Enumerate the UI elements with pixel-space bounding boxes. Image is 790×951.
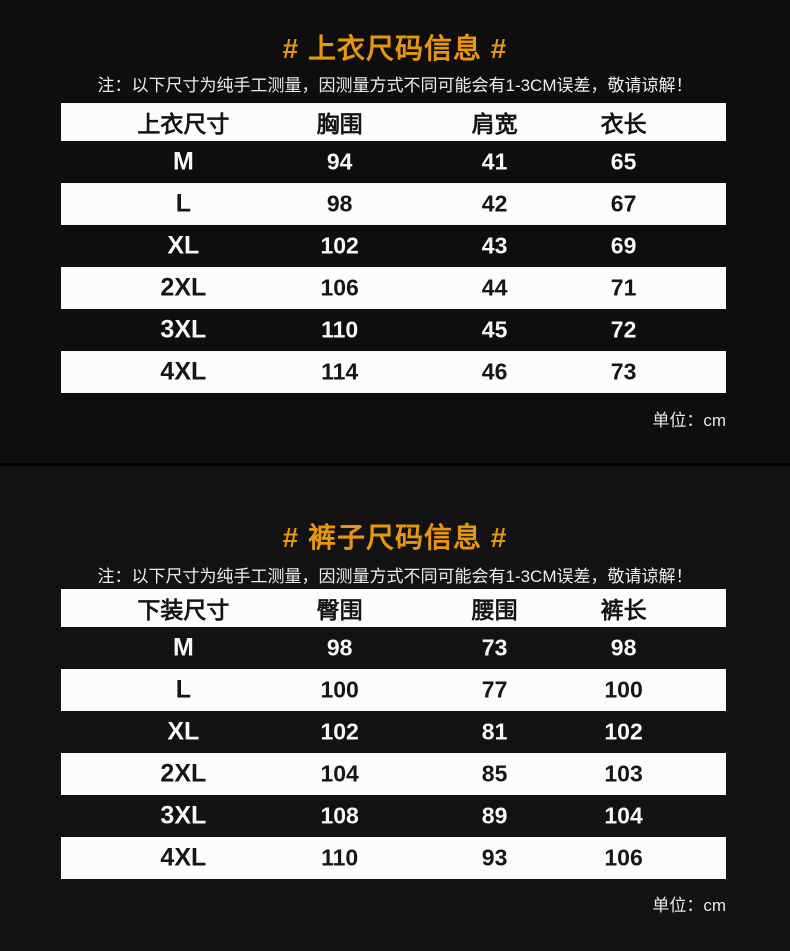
value-cell: 73 (610, 358, 637, 385)
value-cell: 110 (321, 844, 359, 871)
header-cell-waist: 腰围 (471, 597, 518, 623)
bottom-section-title: # 裤子尺码信息 # (282, 521, 508, 553)
size-cell: 2XL (160, 273, 207, 302)
value-cell: 98 (326, 634, 353, 661)
table-row: 3XL 108 89 104 (61, 795, 726, 837)
value-cell: 72 (610, 316, 637, 343)
value-cell: 67 (610, 190, 637, 217)
value-cell: 41 (481, 148, 508, 175)
table-row: 4XL 110 93 106 (61, 837, 726, 879)
value-cell: 93 (481, 844, 508, 871)
size-cell: L (175, 675, 191, 704)
value-cell: 100 (604, 676, 643, 703)
table-row: 2XL 106 44 71 (61, 267, 726, 309)
value-cell: 104 (604, 802, 643, 829)
value-cell: 94 (326, 148, 353, 175)
bottom-table-header-row: 下装尺寸 臀围 腰围 裤长 (61, 589, 726, 627)
value-cell: 77 (481, 676, 508, 703)
top-size-table: 上衣尺寸 胸围 肩宽 衣长 M 94 41 65 L 98 42 67 XL 1… (61, 103, 726, 393)
value-cell: 102 (320, 718, 359, 745)
value-cell: 103 (604, 760, 643, 787)
size-cell: 3XL (160, 801, 207, 830)
header-cell-shoulder: 肩宽 (471, 111, 518, 137)
header-cell-size: 上衣尺寸 (137, 111, 230, 137)
bottom-size-table: 下装尺寸 臀围 腰围 裤长 M 98 73 98 L 100 77 100 XL… (61, 589, 726, 879)
table-row: M 94 41 65 (61, 141, 726, 183)
value-cell: 110 (321, 316, 359, 343)
size-cell: XL (167, 231, 200, 260)
top-size-section: # 上衣尺码信息 # 注：以下尺寸为纯手工测量，因测量方式不同可能会有1-3CM… (0, 0, 790, 463)
section-divider (0, 463, 790, 466)
value-cell: 44 (481, 274, 508, 301)
value-cell: 69 (610, 232, 637, 259)
value-cell: 106 (320, 274, 359, 301)
value-cell: 73 (481, 634, 508, 661)
value-cell: 108 (320, 802, 359, 829)
table-row: L 100 77 100 (61, 669, 726, 711)
size-cell: 3XL (160, 315, 207, 344)
bottom-unit-label: 单位：cm (652, 896, 726, 915)
size-cell: M (172, 147, 194, 176)
value-cell: 81 (481, 718, 508, 745)
table-row: 4XL 114 46 73 (61, 351, 726, 393)
value-cell: 65 (610, 148, 637, 175)
size-cell: 4XL (160, 843, 207, 872)
value-cell: 85 (481, 760, 508, 787)
top-unit-label: 单位：cm (652, 411, 726, 430)
value-cell: 98 (326, 190, 353, 217)
value-cell: 106 (604, 844, 643, 871)
value-cell: 102 (604, 718, 643, 745)
table-row: XL 102 43 69 (61, 225, 726, 267)
value-cell: 98 (610, 634, 637, 661)
table-row: L 98 42 67 (61, 183, 726, 225)
bottom-size-section: # 裤子尺码信息 # 注：以下尺寸为纯手工测量，因测量方式不同可能会有1-3CM… (0, 466, 790, 951)
table-row: M 98 73 98 (61, 627, 726, 669)
size-cell: M (172, 633, 194, 662)
value-cell: 45 (481, 316, 508, 343)
value-cell: 102 (320, 232, 359, 259)
bottom-section-note: 注：以下尺寸为纯手工测量，因测量方式不同可能会有1-3CM误差，敬请谅解！ (97, 567, 693, 586)
header-cell-hip: 臀围 (316, 597, 363, 623)
header-cell-pant-length: 裤长 (600, 597, 647, 623)
value-cell: 43 (481, 232, 508, 259)
value-cell: 42 (481, 190, 508, 217)
table-row: XL 102 81 102 (61, 711, 726, 753)
value-cell: 100 (320, 676, 359, 703)
value-cell: 104 (320, 760, 359, 787)
header-cell-size: 下装尺寸 (137, 597, 230, 623)
top-section-note: 注：以下尺寸为纯手工测量，因测量方式不同可能会有1-3CM误差，敬请谅解！ (97, 76, 693, 95)
value-cell: 89 (481, 802, 508, 829)
header-cell-length: 衣长 (600, 111, 647, 137)
size-cell: L (175, 189, 191, 218)
value-cell: 71 (610, 274, 637, 301)
size-cell: XL (167, 717, 200, 746)
value-cell: 114 (321, 358, 359, 385)
header-cell-chest: 胸围 (316, 111, 363, 137)
top-table-header-row: 上衣尺寸 胸围 肩宽 衣长 (61, 103, 726, 141)
value-cell: 46 (481, 358, 508, 385)
table-row: 3XL 110 45 72 (61, 309, 726, 351)
table-row: 2XL 104 85 103 (61, 753, 726, 795)
top-section-title: # 上衣尺码信息 # (282, 32, 508, 64)
size-cell: 2XL (160, 759, 207, 788)
size-cell: 4XL (160, 357, 207, 386)
